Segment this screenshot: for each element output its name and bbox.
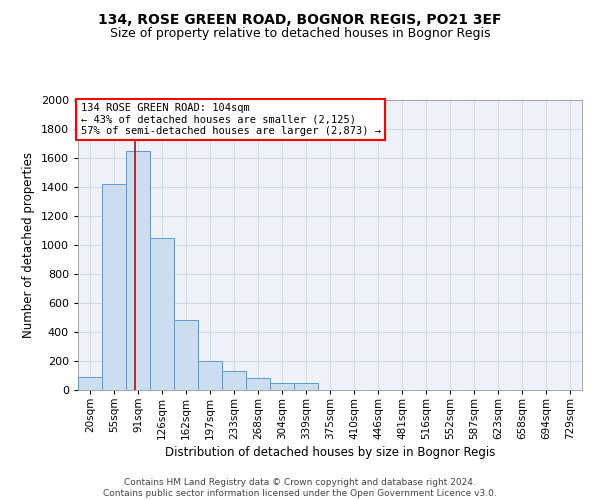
Y-axis label: Number of detached properties: Number of detached properties bbox=[22, 152, 35, 338]
Bar bbox=[174, 320, 198, 390]
Bar bbox=[150, 238, 174, 390]
X-axis label: Distribution of detached houses by size in Bognor Regis: Distribution of detached houses by size … bbox=[165, 446, 495, 459]
Bar bbox=[246, 378, 270, 390]
Bar bbox=[294, 383, 318, 390]
Text: 134, ROSE GREEN ROAD, BOGNOR REGIS, PO21 3EF: 134, ROSE GREEN ROAD, BOGNOR REGIS, PO21… bbox=[98, 12, 502, 26]
Bar bbox=[222, 371, 246, 390]
Bar bbox=[126, 151, 150, 390]
Text: 134 ROSE GREEN ROAD: 104sqm
← 43% of detached houses are smaller (2,125)
57% of : 134 ROSE GREEN ROAD: 104sqm ← 43% of det… bbox=[80, 103, 380, 136]
Text: Contains HM Land Registry data © Crown copyright and database right 2024.
Contai: Contains HM Land Registry data © Crown c… bbox=[103, 478, 497, 498]
Text: Size of property relative to detached houses in Bognor Regis: Size of property relative to detached ho… bbox=[110, 28, 490, 40]
Bar bbox=[78, 377, 102, 390]
Bar bbox=[198, 361, 222, 390]
Bar bbox=[270, 383, 294, 390]
Bar bbox=[102, 184, 126, 390]
